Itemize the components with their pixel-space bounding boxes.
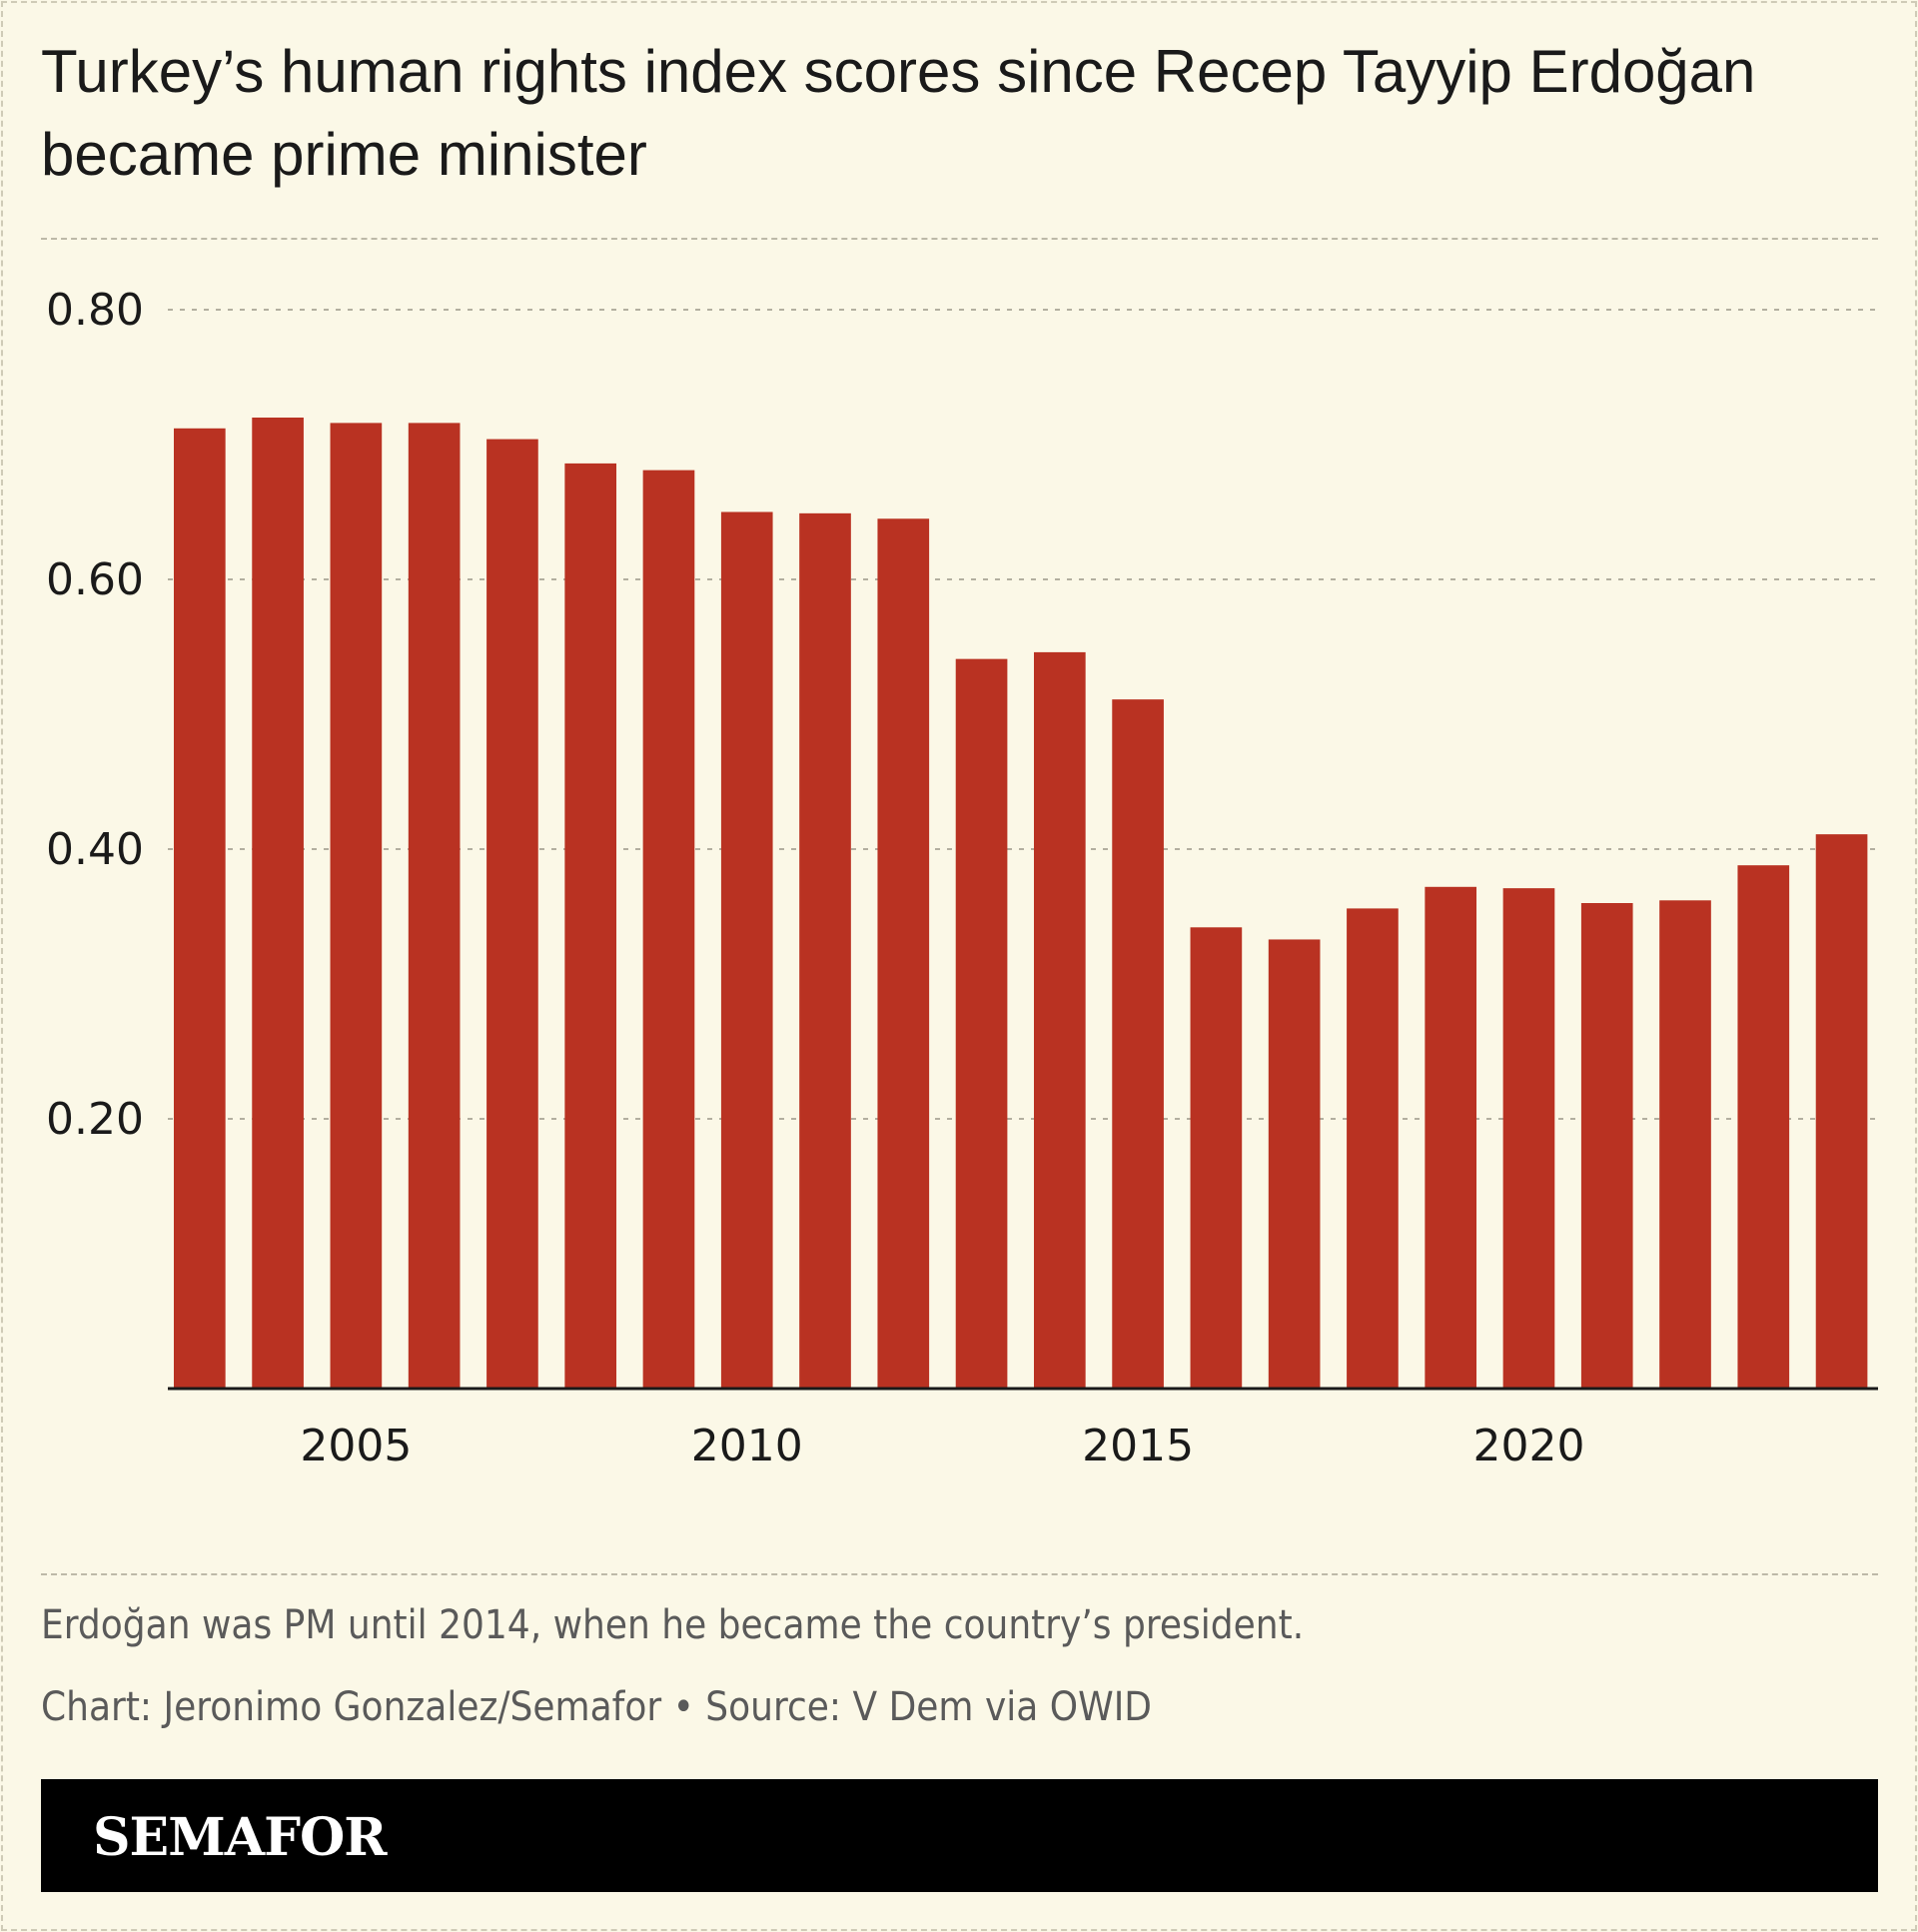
bar bbox=[1112, 699, 1164, 1389]
x-tick-label: 2020 bbox=[1472, 1421, 1584, 1471]
bar bbox=[330, 423, 383, 1389]
bar bbox=[486, 439, 538, 1390]
footer-bar: SEMAFOR bbox=[41, 1779, 1878, 1892]
bar bbox=[720, 511, 773, 1389]
bar bbox=[174, 428, 226, 1389]
bar bbox=[1190, 927, 1243, 1389]
bar bbox=[642, 470, 695, 1389]
chart-caption: Erdoğan was PM until 2014, when he becam… bbox=[41, 1602, 1305, 1648]
bar bbox=[799, 512, 851, 1389]
x-tick-label: 2010 bbox=[691, 1421, 803, 1471]
bar bbox=[1347, 908, 1399, 1389]
bar bbox=[1580, 903, 1633, 1389]
bar bbox=[252, 418, 304, 1389]
bar bbox=[877, 518, 930, 1389]
x-tick-label: 2005 bbox=[300, 1421, 412, 1471]
semafor-logo[interactable]: SEMAFOR bbox=[93, 1807, 388, 1868]
y-tick-label: 0.60 bbox=[46, 554, 144, 605]
bar bbox=[1502, 888, 1555, 1389]
y-tick-label: 0.80 bbox=[46, 285, 144, 336]
y-tick-label: 0.20 bbox=[46, 1094, 144, 1145]
bar bbox=[1034, 651, 1086, 1389]
top-divider bbox=[41, 238, 1878, 240]
bar bbox=[408, 423, 461, 1389]
bar bbox=[1425, 886, 1477, 1389]
bar bbox=[1268, 939, 1321, 1389]
x-axis-ticks: 2005 2010 2015 2020 bbox=[300, 1421, 1584, 1471]
y-axis-ticks: 0.20 0.40 0.60 0.80 bbox=[46, 285, 144, 1145]
bar bbox=[955, 658, 1008, 1389]
chart-title: Turkey’s human rights index scores since… bbox=[41, 38, 1756, 188]
chart-credit: Chart: Jeronimo Gonzalez/Semafor • Sourc… bbox=[41, 1684, 1153, 1730]
bars bbox=[174, 418, 1868, 1390]
x-tick-label: 2015 bbox=[1082, 1421, 1194, 1471]
bar bbox=[564, 463, 617, 1389]
bar bbox=[1659, 900, 1711, 1389]
y-tick-label: 0.40 bbox=[46, 824, 144, 875]
bar bbox=[1815, 834, 1868, 1389]
bar bbox=[1737, 865, 1790, 1389]
gridlines bbox=[168, 309, 1878, 1120]
bottom-divider bbox=[41, 1573, 1878, 1575]
